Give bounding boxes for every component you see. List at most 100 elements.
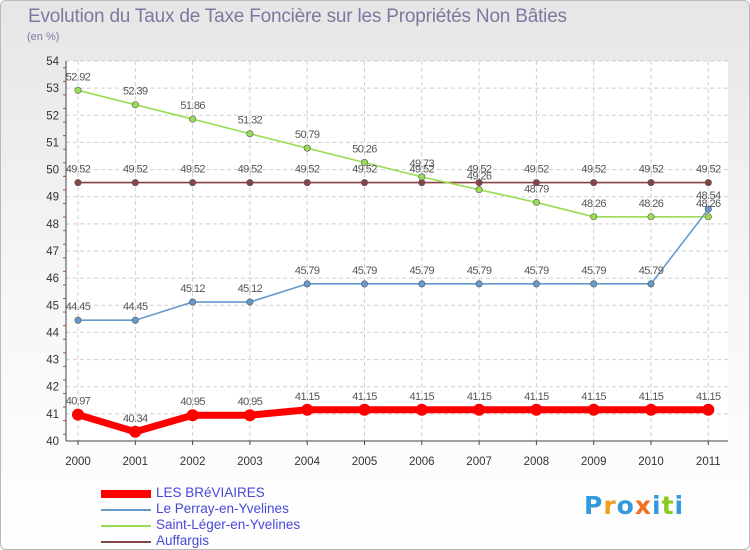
series-2-data-label: 48.26 — [581, 198, 606, 210]
series-2-data-label: 50.79 — [295, 129, 320, 141]
series-0-data-label: 40.95 — [238, 396, 263, 408]
x-tick-label: 2007 — [466, 456, 492, 468]
series-3-point — [704, 179, 712, 187]
series-1-point — [532, 280, 540, 288]
x-tick-label: 2006 — [409, 456, 435, 468]
series-3-data-label: 49.52 — [295, 164, 320, 176]
y-tick-label: 47 — [46, 246, 59, 258]
series-1-data-label: 44.45 — [123, 301, 148, 313]
series-3-point — [74, 179, 82, 187]
series-0-data-label: 41.15 — [295, 391, 320, 403]
series-2-data-label: 49.26 — [467, 171, 492, 183]
series-1-data-label: 45.12 — [180, 283, 205, 295]
series-1-point — [131, 316, 139, 324]
y-tick-label: 52 — [46, 110, 59, 122]
chart-title: Evolution du Taux de Taxe Foncière sur l… — [28, 6, 567, 27]
series-2-point — [475, 186, 483, 194]
series-0-point — [415, 403, 428, 416]
y-tick-label: 45 — [46, 300, 59, 312]
x-tick-label: 2008 — [524, 456, 550, 468]
series-1-data-label: 48.54 — [696, 190, 721, 202]
series-3-point — [131, 179, 139, 187]
legend-label: Saint-Léger-en-Yvelines — [156, 517, 301, 532]
y-tick-label: 50 — [46, 165, 59, 177]
series-1-point — [704, 205, 712, 213]
series-1-point — [475, 280, 483, 288]
legend-swatch — [101, 541, 151, 543]
series-2-data-label: 51.86 — [180, 100, 205, 112]
series-0-point — [186, 409, 199, 422]
y-tick-label: 46 — [46, 273, 59, 285]
series-0-point — [129, 425, 142, 438]
series-2-point — [74, 86, 82, 94]
series-3-data-label: 49.52 — [123, 164, 148, 176]
series-0-data-label: 40.97 — [66, 396, 91, 408]
series-1-data-label: 45.79 — [639, 265, 664, 277]
series-2-point — [532, 198, 540, 206]
series-0-data-label: 41.15 — [696, 391, 721, 403]
series-2-point — [189, 115, 197, 123]
x-tick-label: 2002 — [180, 456, 206, 468]
series-3-point — [590, 179, 598, 187]
series-2-point — [647, 213, 655, 221]
series-0-data-label: 40.95 — [180, 396, 205, 408]
series-3-data-label: 49.52 — [581, 164, 606, 176]
series-3-point — [475, 179, 483, 187]
series-3-data-label: 49.52 — [696, 164, 721, 176]
series-1-point — [189, 298, 197, 306]
series-2-point — [131, 101, 139, 109]
series-0-data-label: 41.15 — [524, 391, 549, 403]
series-2-point — [246, 130, 254, 138]
logo-letter: t — [661, 491, 675, 520]
logo-letter: P — [584, 491, 604, 520]
y-tick-label: 49 — [46, 192, 59, 204]
x-tick-label: 2011 — [696, 456, 721, 468]
x-tick-label: 2010 — [638, 456, 664, 468]
x-tick-label: 2004 — [294, 456, 320, 468]
chart-subtitle: (en %) — [27, 31, 60, 43]
series-3-point — [189, 179, 197, 187]
series-1-point — [360, 280, 368, 288]
series-1-point — [590, 280, 598, 288]
series-0-point — [645, 403, 657, 416]
series-1-point — [418, 280, 426, 288]
logo-letter: o — [616, 491, 635, 520]
x-tick-label: 2001 — [123, 456, 149, 468]
series-2-point — [418, 173, 426, 181]
series-1-point — [303, 280, 311, 288]
series-0-data-label: 41.15 — [352, 391, 377, 403]
series-0-point — [72, 408, 84, 421]
series-1-data-label: 45.79 — [524, 265, 549, 277]
x-tick-label: 2009 — [581, 456, 607, 468]
series-1-point — [74, 316, 82, 324]
series-2-data-label: 48.26 — [696, 198, 721, 210]
series-2-line — [77, 89, 710, 218]
legend-label: Auffargis — [156, 533, 210, 548]
legend-label: LES BRéVIAIRES — [156, 485, 265, 500]
series-3-data-label: 49.52 — [238, 164, 263, 176]
y-tick-label: 54 — [46, 56, 59, 68]
y-tick-label: 40 — [46, 436, 59, 448]
logo-letter: i — [674, 491, 685, 520]
series-2-data-label: 52.92 — [66, 71, 91, 83]
series-1-data-label: 45.79 — [295, 265, 320, 277]
legend-label: Le Perray-en-Yvelines — [156, 501, 289, 516]
series-2-data-label: 50.26 — [352, 144, 377, 156]
series-2-data-label: 48.26 — [639, 198, 664, 210]
series-2-point — [590, 213, 598, 221]
logo-letter: r — [603, 491, 617, 520]
series-2-point — [360, 159, 368, 167]
series-1-data-label: 45.79 — [410, 265, 435, 277]
series-1-data-label: 45.79 — [467, 265, 492, 277]
series-1-point — [647, 280, 655, 288]
series-0-data-label: 40.34 — [123, 413, 148, 425]
series-3-point — [303, 179, 311, 187]
series-0-data-label: 41.15 — [639, 391, 664, 403]
y-tick-label: 53 — [46, 83, 59, 95]
y-tick-label: 42 — [46, 382, 59, 394]
y-tick-label: 51 — [46, 137, 59, 149]
legend-swatch — [101, 509, 151, 511]
y-tick-label: 48 — [46, 219, 59, 231]
series-2-data-label: 49.73 — [410, 158, 435, 170]
